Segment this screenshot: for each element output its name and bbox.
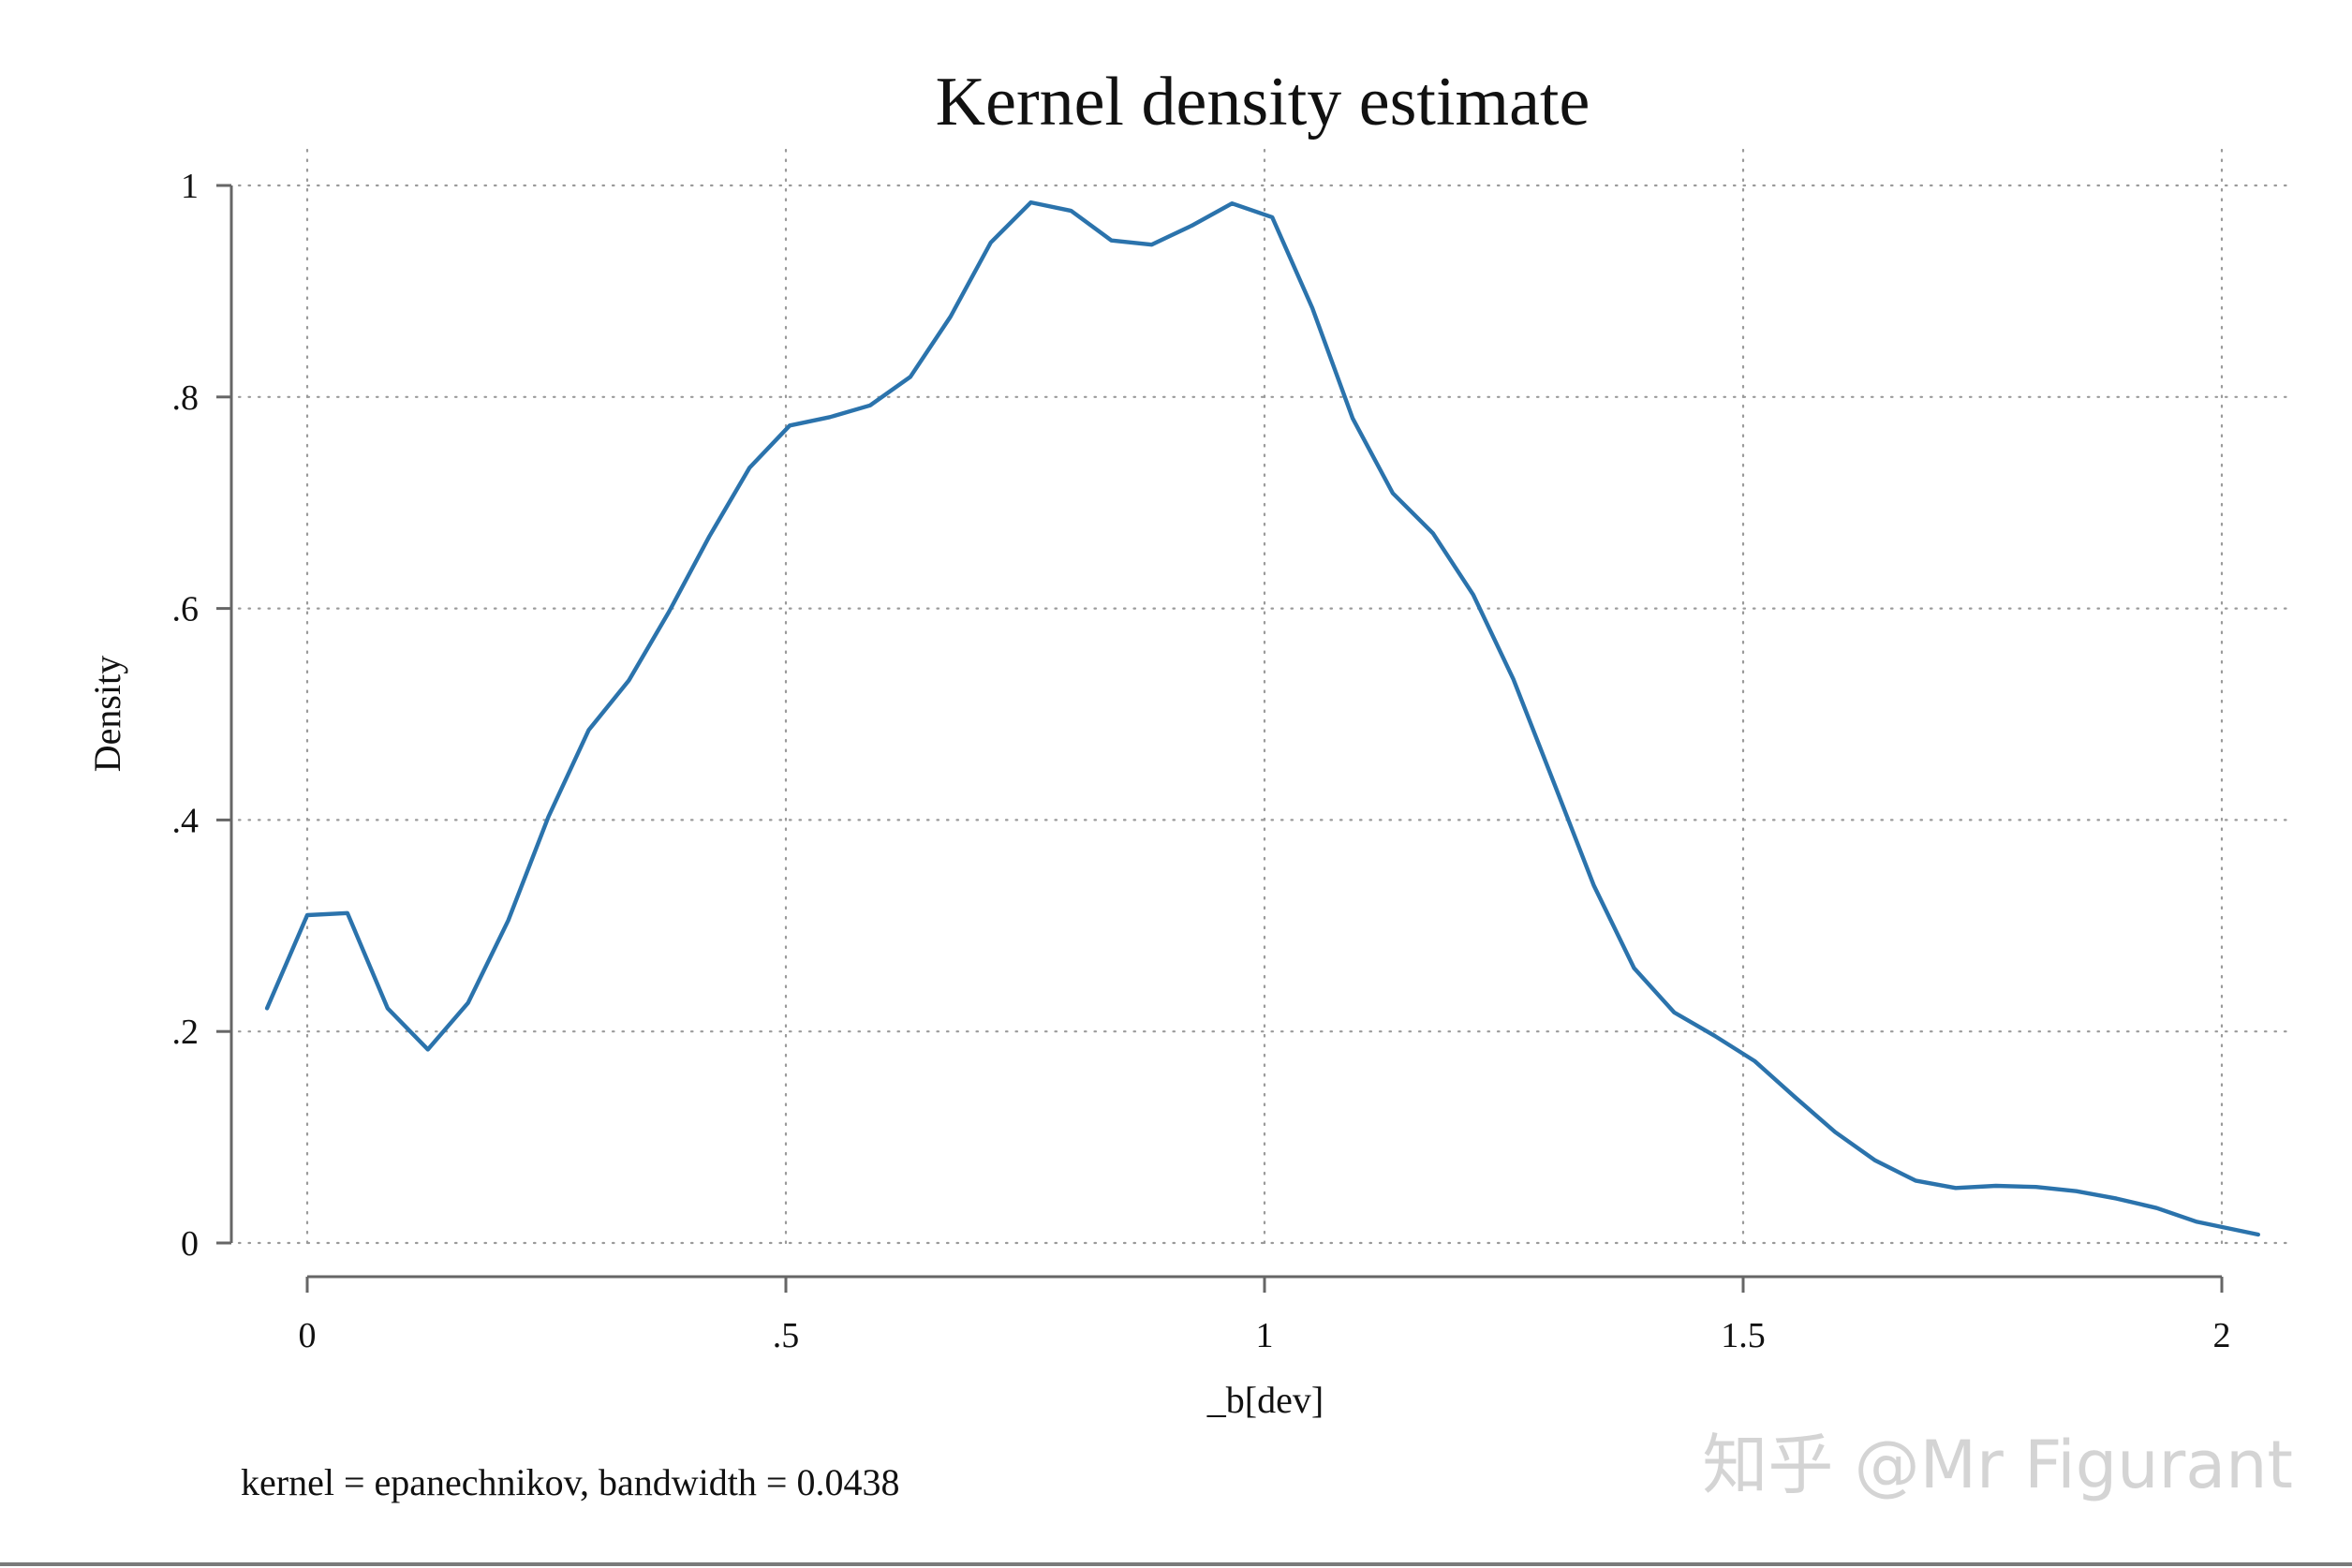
y-axis-label: Density xyxy=(86,656,128,772)
y-tick-label: .4 xyxy=(172,801,200,840)
y-tick-label: .2 xyxy=(172,1013,200,1052)
x-tick-label: .5 xyxy=(773,1316,800,1355)
x-gridlines xyxy=(305,148,2224,1253)
x-tick-label: 1.5 xyxy=(1721,1316,1766,1355)
x-tick-label: 1 xyxy=(1256,1316,1274,1355)
chart-note: kernel = epanechnikov, bandwidth = 0.043… xyxy=(241,1461,899,1503)
series-group xyxy=(264,200,2261,1237)
y-tick-label: .6 xyxy=(172,590,200,629)
chart-title: Kernel density estimate xyxy=(936,64,1590,141)
y-tick-label: 0 xyxy=(181,1224,199,1264)
x-axis-label: _b[dev] xyxy=(1206,1379,1324,1421)
density-line xyxy=(264,200,2261,1237)
watermark: 知乎 @Mr Figurant xyxy=(1702,1427,2293,1503)
x-tick-label: 2 xyxy=(2213,1316,2231,1355)
x-axis-ticks: 0 .5 1 1.5 2 xyxy=(299,1277,2231,1355)
y-axis-ticks: 0 .2 .4 .6 .8 1 xyxy=(172,167,231,1264)
y-tick-label: 1 xyxy=(181,167,199,206)
y-tick-label: .8 xyxy=(172,378,200,418)
y-gridlines xyxy=(237,184,2295,1245)
x-tick-label: 0 xyxy=(299,1316,317,1355)
